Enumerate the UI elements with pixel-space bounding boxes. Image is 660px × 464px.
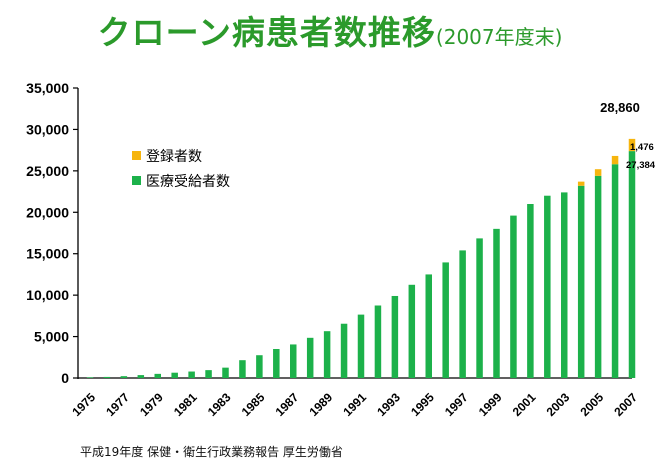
chart-title-block: クローン病患者数推移(2007年度末) (0, 6, 660, 54)
y-tick-label: 15,000 (26, 246, 69, 262)
legend-swatch-medical (132, 176, 141, 185)
legend-swatch-registered (132, 151, 141, 160)
bar-medical (408, 284, 416, 378)
x-tick-label: 1999 (476, 390, 505, 419)
x-tick-label: 1987 (273, 390, 302, 419)
bar-medical (171, 372, 178, 378)
bar-medical (205, 370, 212, 378)
bar-medical (357, 314, 365, 378)
bar-medical (510, 215, 517, 378)
y-tick-label: 0 (61, 370, 69, 386)
bar-registered (628, 138, 636, 152)
x-tick-label: 1993 (374, 390, 403, 419)
x-tick-label: 1997 (442, 390, 471, 419)
bar-medical (86, 377, 94, 378)
bar-medical (527, 204, 534, 378)
bar-medical (425, 274, 432, 378)
x-tick-label: 1989 (306, 390, 335, 419)
x-tick-label: 1991 (340, 390, 369, 419)
x-tick-label: 1979 (137, 390, 166, 419)
bar-medical (544, 195, 551, 378)
annotation-registered: 1,476 (630, 142, 654, 153)
y-tick-label: 20,000 (26, 204, 69, 220)
x-tick-label: 2001 (510, 390, 539, 419)
x-tick-label: 1985 (239, 390, 268, 419)
bar-medical (290, 344, 297, 378)
bar-medical (103, 376, 111, 378)
annotation-medical: 27,384 (626, 160, 656, 171)
bar-medical (476, 238, 483, 378)
bar-medical (577, 185, 585, 378)
bar-medical (120, 376, 128, 378)
y-tick-label: 35,000 (26, 80, 69, 96)
chart-subtitle: (2007年度末) (435, 25, 563, 49)
bar-medical (188, 371, 195, 378)
legend-label-medical: 医療受給者数 (146, 173, 230, 189)
y-tick-label: 30,000 (26, 121, 69, 137)
x-tick-label: 2005 (577, 390, 606, 419)
bar-medical (154, 373, 161, 378)
bar-medical (256, 355, 263, 378)
x-tick-label: 1977 (103, 390, 132, 419)
bar-registered (594, 169, 602, 176)
bar-medical (273, 349, 280, 378)
bar-medical (222, 367, 229, 378)
bar-medical (493, 228, 500, 378)
bar-registered (577, 181, 585, 186)
bar-medical (137, 375, 145, 378)
bar-medical (239, 360, 246, 378)
bar-medical (374, 305, 382, 378)
bar-medical (340, 323, 348, 378)
bar-medical (391, 295, 399, 378)
chart-title: クローン病患者数推移 (97, 13, 436, 52)
bar-medical (561, 192, 568, 378)
y-tick-label: 5,000 (34, 329, 69, 345)
x-tick-label: 1995 (408, 390, 437, 419)
y-tick-label: 25,000 (26, 163, 69, 179)
bar-medical (459, 250, 466, 378)
x-tick-label: 1983 (205, 390, 234, 419)
legend-label-registered: 登録者数 (146, 148, 202, 164)
bar-medical (594, 175, 602, 378)
x-tick-label: 2007 (611, 390, 640, 419)
bar-medical (306, 337, 314, 378)
bar-medical (611, 164, 619, 378)
annotation-total: 28,860 (600, 100, 640, 115)
y-tick-label: 10,000 (26, 287, 69, 303)
bar-medical (628, 151, 636, 378)
x-tick-label: 2003 (544, 390, 573, 419)
bar-registered (611, 155, 619, 165)
bar-medical (442, 262, 449, 378)
x-tick-label: 1981 (171, 390, 200, 419)
bar-medical (323, 331, 331, 378)
source-note: 平成19年度 保健・衛生行政業務報告 厚生労働省 (80, 445, 343, 459)
x-tick-label: 1975 (69, 390, 98, 419)
